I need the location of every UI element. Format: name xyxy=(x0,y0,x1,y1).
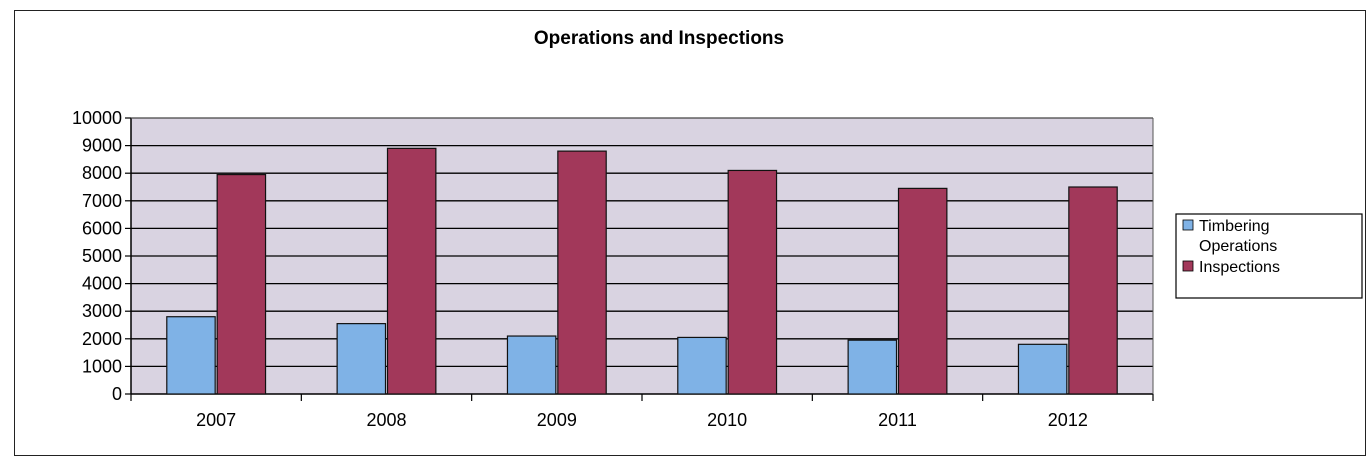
x-category-label: 2012 xyxy=(1048,410,1088,430)
bar-timbering-2009 xyxy=(506,335,557,395)
legend-label-timbering-line1: Timbering xyxy=(1199,218,1270,235)
x-category-label: 2008 xyxy=(366,410,406,430)
chart-title: Operations and Inspections xyxy=(534,28,784,49)
y-tick-label: 2000 xyxy=(82,329,122,349)
bar-inspections-2007 xyxy=(216,173,267,395)
bar-inspections-2009 xyxy=(557,150,607,395)
bar-inspections-2011 xyxy=(897,187,948,395)
y-tick-label: 7000 xyxy=(82,191,122,211)
bar-timbering-2008 xyxy=(336,323,387,395)
bar-inspections-2008 xyxy=(386,147,437,395)
bar-inspections-2010 xyxy=(727,169,778,395)
x-category-label: 2007 xyxy=(196,410,236,430)
bar-timbering-2007 xyxy=(166,316,216,395)
y-tick-label: 9000 xyxy=(82,136,122,156)
x-category-label: 2011 xyxy=(878,410,917,430)
plot-area: 0 1000 2000 3000 4000 5000 6000 7000 8000 9000 100… xyxy=(72,108,1154,430)
y-tick-label: 3000 xyxy=(82,301,122,321)
y-tick-label: 5000 xyxy=(82,246,122,266)
x-category-label: 2010 xyxy=(707,410,747,430)
y-tick-label: 4000 xyxy=(82,274,122,294)
y-tick-label: 8000 xyxy=(82,163,122,183)
y-tick-label: 10000 xyxy=(72,108,122,128)
legend-swatch-timbering xyxy=(1182,219,1194,231)
bar-timbering-2012 xyxy=(1017,343,1068,395)
legend-swatch-inspections xyxy=(1182,260,1194,272)
bar-inspections-2012 xyxy=(1068,186,1118,395)
bar-timbering-2011 xyxy=(847,339,898,395)
legend-box xyxy=(1175,213,1363,299)
legend: Timbering Operations Inspections xyxy=(1175,213,1363,299)
legend-label-timbering-line2: Operations xyxy=(1199,238,1277,255)
y-tick-label: 0 xyxy=(112,384,122,404)
x-category-label: 2009 xyxy=(537,410,577,430)
legend-label-inspections: Inspections xyxy=(1199,259,1280,276)
y-tick-label: 6000 xyxy=(82,218,122,238)
bar-timbering-2010 xyxy=(677,336,727,395)
y-tick-label: 1000 xyxy=(82,356,122,376)
